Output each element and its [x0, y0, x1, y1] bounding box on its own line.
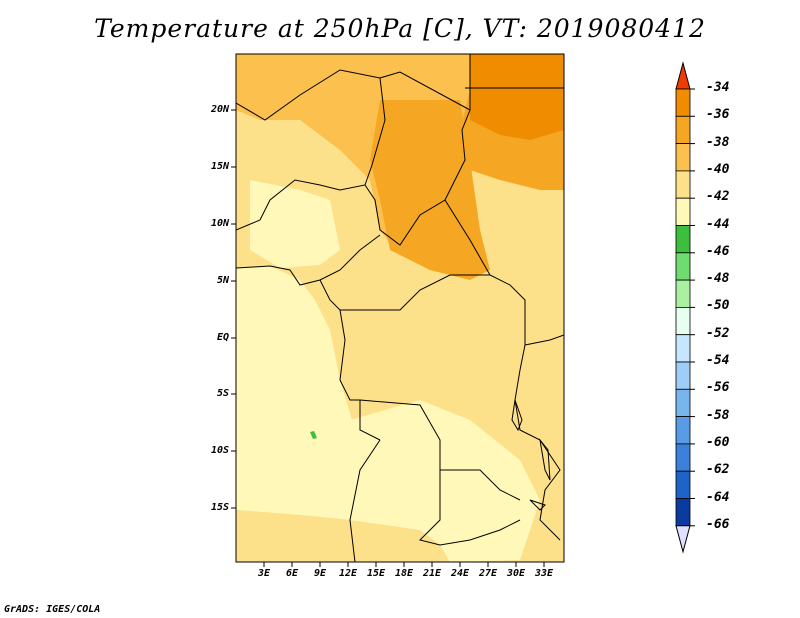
x-tick-label: 18E	[394, 568, 414, 579]
field-green-spot	[310, 431, 317, 439]
credit-text: GrADS: IGES/COLA	[4, 604, 101, 615]
field-cool-south	[350, 400, 540, 562]
x-tick-label: 12E	[338, 568, 358, 579]
x-tick-label: 3E	[257, 568, 271, 579]
colorbar-bottom-arrow	[675, 525, 691, 554]
colorbar	[675, 61, 695, 554]
field-warmest-ne	[470, 54, 564, 140]
colorbar-label: -56	[706, 380, 730, 396]
colorbar-label: -34	[706, 80, 730, 95]
colorbar-label: -64	[706, 489, 730, 505]
x-tick-label: 21E	[422, 568, 442, 579]
x-tick-label: 15E	[366, 568, 386, 579]
colorbar-swatch	[675, 88, 691, 117]
colorbar-label: -46	[706, 243, 730, 259]
colorbar-swatch	[675, 252, 691, 281]
colorbar-swatch	[675, 361, 691, 390]
colorbar-swatch	[675, 306, 691, 336]
map-title: Temperature at 250hPa [C], VT: 201908041…	[94, 14, 706, 43]
colorbar-label: -42	[706, 189, 730, 205]
field-cool-west	[236, 266, 360, 520]
colorbar-label: -40	[706, 161, 730, 177]
colorbar-swatch	[675, 115, 691, 145]
y-tick-marks	[231, 109, 236, 509]
y-tick-label: 5S	[216, 388, 229, 399]
y-tick-label: 15N	[210, 161, 229, 172]
x-tick-label: 30E	[506, 568, 526, 579]
colorbar-label: -52	[706, 325, 730, 341]
x-tick-label: 24E	[450, 568, 470, 579]
colorbar-label: -38	[706, 134, 730, 150]
colorbar-swatch	[675, 443, 691, 472]
colorbar-label: -44	[706, 216, 730, 232]
lakes	[511, 399, 551, 511]
country-borders	[236, 54, 564, 562]
colorbar-label: -62	[706, 462, 730, 478]
colorbar-label: -58	[706, 407, 730, 423]
colorbar-swatch	[675, 143, 691, 172]
colorbar-swatch	[675, 225, 691, 254]
y-tick-label: 20N	[210, 104, 229, 115]
colorbar-label: -66	[706, 516, 730, 532]
y-tick-label: 15S	[210, 502, 229, 513]
field-warmer-sudan	[370, 100, 490, 280]
x-tick-label: 27E	[478, 568, 498, 579]
colorbar-swatch	[675, 170, 691, 199]
y-tick-label: 10S	[210, 445, 229, 456]
field-southwest	[236, 510, 450, 562]
colorbar-label: -60	[706, 434, 730, 450]
colorbar-swatch	[675, 498, 691, 527]
colorbar-swatch	[675, 388, 691, 417]
temperature-field	[236, 54, 564, 562]
colorbar-swatch	[675, 416, 691, 445]
colorbar-label: -50	[706, 298, 730, 314]
colorbar-label: -48	[706, 271, 730, 287]
colorbar-swatch	[675, 197, 691, 226]
colorbar-label: -36	[706, 107, 730, 123]
x-tick-label: 6E	[285, 568, 299, 579]
x-tick-label: 9E	[313, 568, 327, 579]
colorbar-swatch	[675, 279, 691, 308]
colorbar-swatch	[675, 334, 691, 363]
x-tick-marks	[263, 562, 545, 567]
y-tick-label: 5N	[216, 275, 229, 286]
y-tick-label: EQ	[216, 332, 229, 343]
x-tick-label: 33E	[534, 568, 554, 579]
colorbar-label: -54	[706, 353, 730, 368]
map-frame	[235, 53, 565, 563]
colorbar-top-arrow	[675, 61, 691, 90]
y-tick-label: 10N	[210, 218, 229, 229]
field-cool-nigeria	[250, 180, 340, 268]
colorbar-swatch	[675, 470, 691, 499]
